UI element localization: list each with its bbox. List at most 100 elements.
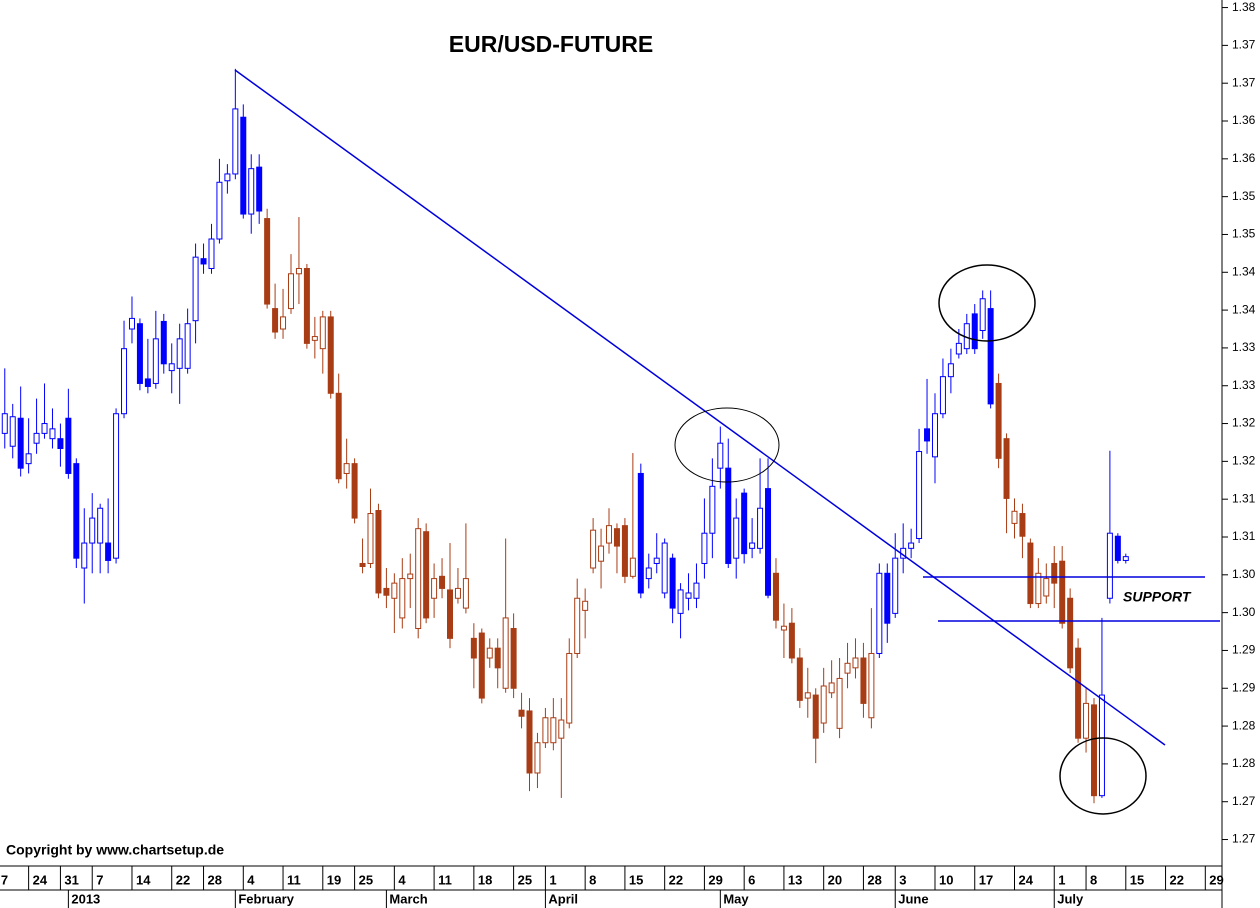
candle-body: [1090, 704, 1097, 797]
candle-body: [224, 173, 231, 182]
x-tick-label: 6: [748, 872, 755, 887]
x-tick-label: 22: [669, 872, 683, 887]
candle-body: [81, 542, 88, 569]
candle-body: [144, 378, 151, 387]
candle-body: [582, 600, 589, 611]
candle-body: [749, 542, 756, 549]
candle-body: [439, 575, 446, 589]
candle-body: [462, 578, 469, 609]
candle-body: [280, 316, 287, 330]
candle-body: [359, 562, 366, 567]
candle-body: [367, 513, 374, 564]
annotation: SUPPORT: [1123, 589, 1192, 605]
candle-body: [693, 582, 700, 599]
candle-body: [391, 582, 398, 599]
candle-body: [1059, 560, 1066, 624]
y-tick-label: 1.38: [1232, 0, 1256, 14]
candle-body: [780, 625, 787, 631]
candle-body: [295, 267, 302, 275]
y-tick-label: 1.35: [1232, 227, 1256, 241]
y-tick-label: 1.33: [1232, 378, 1256, 392]
candle-body: [796, 657, 803, 701]
candle-body: [606, 525, 613, 544]
candle-body: [113, 413, 120, 559]
candle-body: [232, 108, 239, 175]
candle-body: [415, 528, 422, 630]
candle-body: [757, 507, 764, 549]
candle-body: [725, 467, 732, 564]
candle-body: [200, 258, 207, 265]
candle-body: [629, 557, 636, 577]
candle-body: [979, 298, 986, 332]
candle-body: [550, 717, 557, 744]
x-tick-label: 1: [549, 872, 556, 887]
candle-body: [192, 256, 199, 322]
candle-body: [884, 572, 891, 624]
y-tick-label: 1.30: [1232, 605, 1256, 619]
candle-body: [820, 685, 827, 724]
y-tick-label: 1.28: [1232, 756, 1256, 770]
candle-body: [1003, 438, 1010, 499]
candle-body: [1122, 556, 1129, 561]
x-tick-label: 7: [1, 872, 8, 887]
candle-body: [908, 542, 915, 549]
x-tick-label: 10: [939, 872, 953, 887]
candle-body: [772, 572, 779, 621]
candle-body: [566, 652, 573, 724]
candle-body: [645, 567, 652, 580]
highlight-ellipse: [938, 264, 1036, 342]
candle-body: [542, 717, 549, 744]
candle-body: [152, 338, 159, 384]
x-tick-label: 4: [398, 872, 406, 887]
candle-body: [1027, 542, 1034, 605]
x-tick-label: 20: [828, 872, 842, 887]
candle-body: [264, 218, 271, 305]
candle-body: [121, 348, 128, 415]
candle-body: [518, 709, 525, 717]
x-tick-label: 25: [359, 872, 373, 887]
candle-body: [931, 413, 938, 458]
x-tick-label: 18: [478, 872, 492, 887]
candle-body: [987, 308, 994, 405]
candle-body: [995, 382, 1002, 459]
x-tick-label: 14: [136, 872, 151, 887]
candle-body: [733, 517, 740, 559]
candle-body: [25, 453, 32, 465]
month-label: June: [898, 891, 928, 906]
candle-body: [272, 308, 279, 333]
candle-body: [1106, 532, 1113, 599]
highlight-ellipse: [1059, 737, 1147, 815]
highlight-ellipse: [674, 407, 780, 483]
candle-body: [407, 573, 414, 580]
candle-body: [399, 578, 406, 619]
candle-body: [598, 545, 605, 562]
copyright: Copyright by www.chartsetup.de: [6, 842, 224, 858]
candle-body: [168, 363, 175, 372]
candle-body: [41, 423, 48, 434]
candle-body: [57, 438, 64, 450]
candle-body: [327, 316, 334, 394]
candle-body: [423, 531, 430, 619]
y-tick-label: 1.34: [1232, 264, 1256, 278]
y-tick-label: 1.31: [1232, 491, 1256, 505]
candle-body: [613, 528, 620, 547]
candle-body: [955, 342, 962, 355]
candle-body: [256, 166, 263, 212]
candle-body: [1043, 578, 1050, 597]
candle-body: [971, 313, 978, 350]
candle-body: [447, 589, 454, 639]
y-tick-label: 1.32: [1232, 416, 1256, 430]
candle-body: [844, 662, 851, 674]
candle-body: [1051, 562, 1058, 584]
candle-body: [383, 587, 390, 596]
y-tick-label: 1.31: [1232, 529, 1256, 543]
candle-body: [184, 323, 191, 369]
candle-body: [494, 647, 501, 669]
candle-body: [653, 557, 660, 564]
candles: [1, 68, 1129, 804]
x-tick-label: 11: [438, 872, 452, 887]
y-tick-label: 1.36: [1232, 151, 1256, 165]
candle-body: [765, 488, 772, 596]
